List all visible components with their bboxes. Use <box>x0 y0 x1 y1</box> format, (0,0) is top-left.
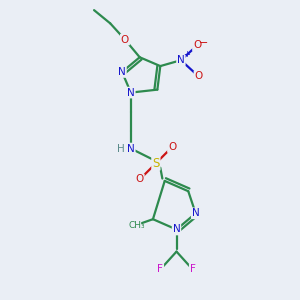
Text: O: O <box>193 40 201 50</box>
Text: O: O <box>136 174 144 184</box>
Text: N: N <box>172 224 180 235</box>
Text: −: − <box>199 38 208 47</box>
Text: N: N <box>192 208 200 218</box>
Text: N: N <box>118 67 126 77</box>
Text: N: N <box>127 88 135 98</box>
Text: O: O <box>194 71 203 81</box>
Text: CH₃: CH₃ <box>128 220 145 230</box>
Text: F: F <box>190 264 196 274</box>
Text: F: F <box>158 264 163 274</box>
Text: +: + <box>183 50 190 59</box>
Text: H: H <box>117 143 124 154</box>
Text: N: N <box>127 143 135 154</box>
Text: N: N <box>177 55 185 65</box>
Text: O: O <box>121 34 129 45</box>
Text: O: O <box>168 142 176 152</box>
Text: S: S <box>152 157 160 170</box>
